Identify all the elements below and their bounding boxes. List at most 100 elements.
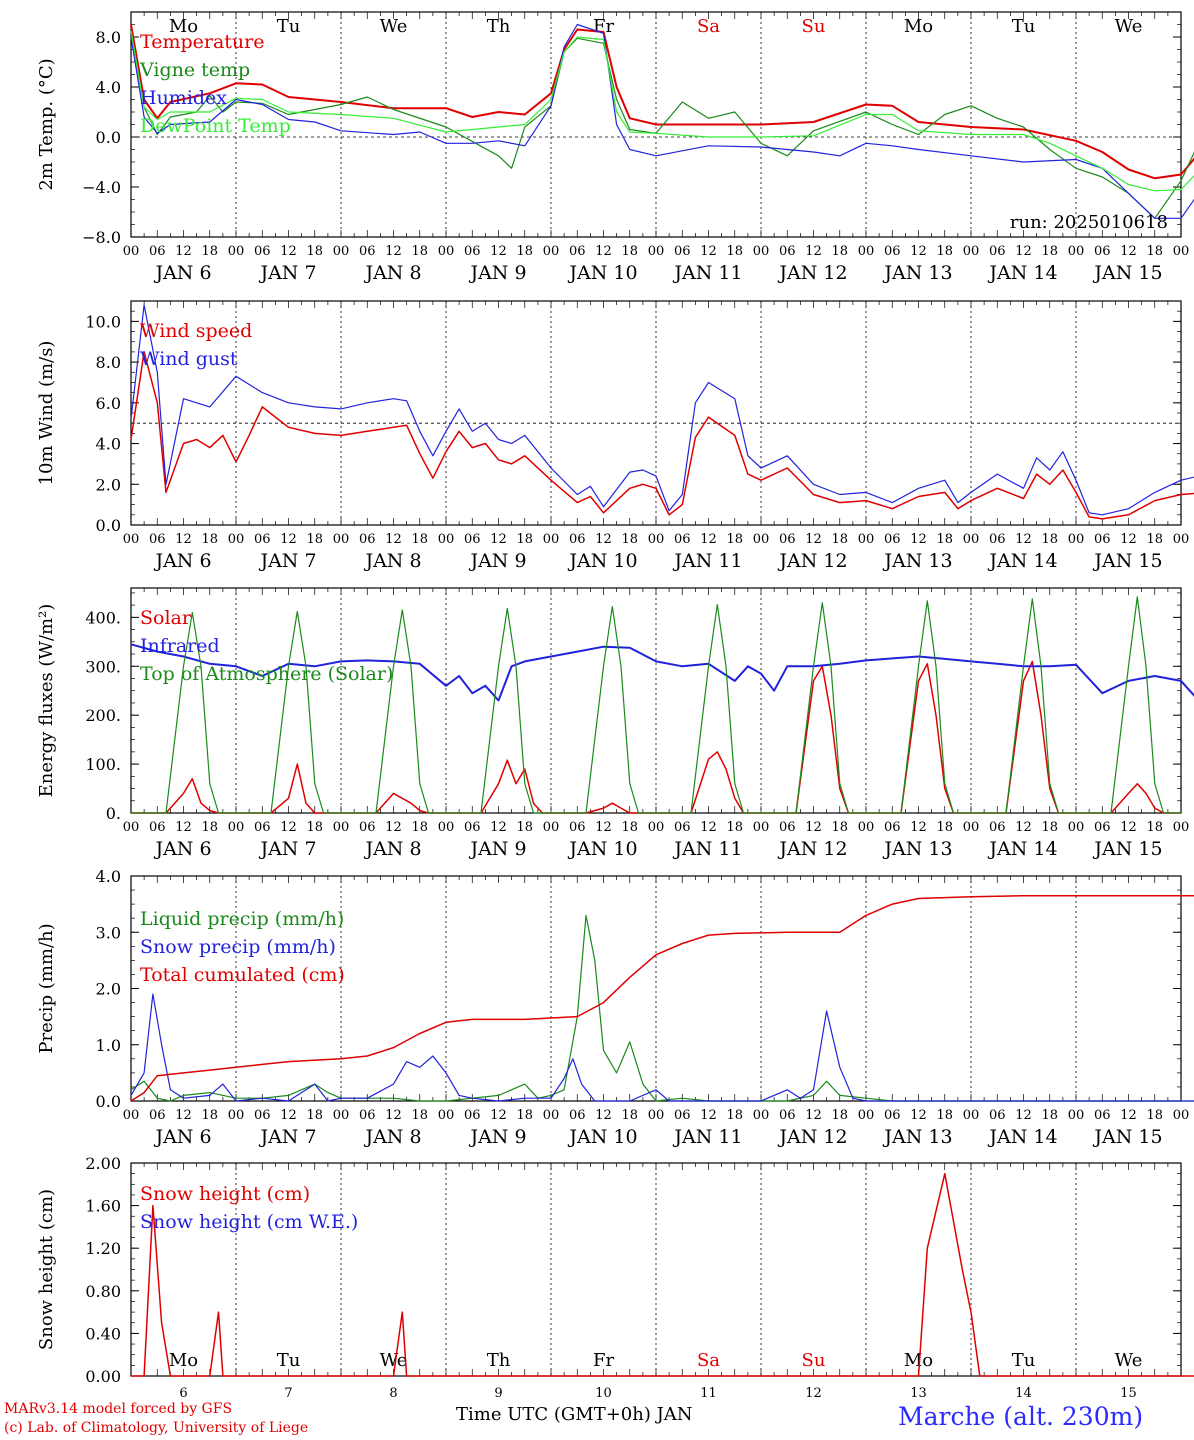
x-hour-label: 18	[1041, 532, 1058, 547]
x-hour-label: 00	[228, 532, 245, 547]
y-tick-label: 2.0	[96, 475, 121, 494]
x-hour-label: 06	[674, 532, 691, 547]
x-hour-label: 12	[385, 1108, 402, 1123]
x-hour-label: 18	[306, 244, 323, 259]
y-axis-label: 10m Wind (m/s)	[36, 341, 57, 486]
x-date-label: JAN 14	[987, 550, 1057, 572]
x-date-label: JAN 13	[882, 838, 952, 860]
series-line	[130, 914, 1194, 1102]
y-axis-label: Energy fluxes (W/m²)	[36, 604, 57, 798]
x-hour-label: 06	[1094, 532, 1111, 547]
x-hour-label: 00	[963, 1108, 980, 1123]
x-hour-label: 12	[1120, 532, 1137, 547]
x-hour-label: 12	[595, 532, 612, 547]
x-date-label: JAN 8	[363, 1126, 421, 1148]
x-hour-label: 18	[936, 1108, 953, 1123]
x-hour-label: 12	[385, 820, 402, 835]
weekday-label: Sa	[697, 16, 720, 37]
weekday-label: Th	[487, 16, 511, 37]
x-hour-label: 18	[1146, 244, 1163, 259]
y-axis-label: Snow height (cm)	[36, 1189, 57, 1350]
x-hour-label: 06	[464, 532, 481, 547]
x-hour-label: 00	[228, 1108, 245, 1123]
x-hour-label: 12	[175, 1108, 192, 1123]
legend-entry: Wind speed	[140, 320, 252, 342]
y-tick-label: 4.0	[96, 435, 121, 454]
x-date-label: JAN 13	[882, 262, 952, 284]
x-hour-label: 12	[805, 532, 822, 547]
x-hour-label: 12	[385, 244, 402, 259]
x-date-label: JAN 7	[258, 838, 316, 860]
x-hour-label: 06	[359, 244, 376, 259]
x-date-label: JAN 12	[777, 262, 847, 284]
x-date-label: JAN 8	[363, 838, 421, 860]
x-date-label: JAN 7	[258, 1126, 316, 1148]
x-hour-label: 12	[490, 1108, 507, 1123]
x-date-label: JAN 14	[987, 838, 1057, 860]
x-hour-label: 06	[674, 244, 691, 259]
x-day-label: 8	[389, 1386, 397, 1401]
time-axis-label: Time UTC (GMT+0h) JAN	[456, 1404, 693, 1425]
x-hour-label: 00	[543, 244, 560, 259]
x-date-label: JAN 9	[468, 1126, 526, 1148]
weekday-label: Su	[802, 16, 826, 37]
series-line	[130, 993, 1194, 1102]
run-label: run: 2025010618	[1010, 212, 1168, 233]
x-day-label: 11	[700, 1386, 717, 1401]
x-hour-label: 12	[1120, 244, 1137, 259]
legend-entry: Infrared	[140, 635, 220, 657]
x-hour-label: 18	[621, 532, 638, 547]
x-date-label: JAN 6	[153, 838, 211, 860]
x-hour-label: 00	[1068, 1108, 1085, 1123]
x-hour-label: 06	[884, 820, 901, 835]
y-tick-label: 6.0	[96, 394, 121, 413]
x-hour-label: 00	[648, 532, 665, 547]
x-hour-label: 12	[805, 820, 822, 835]
x-hour-label: 06	[254, 1108, 271, 1123]
x-hour-label: 18	[726, 820, 743, 835]
y-tick-label: −8.0	[82, 228, 121, 247]
x-hour-label: 00	[333, 244, 350, 259]
x-hour-label: 06	[149, 532, 166, 547]
y-tick-label: 0.0	[96, 1092, 121, 1111]
x-hour-label: 00	[438, 244, 455, 259]
x-hour-label: 12	[910, 244, 927, 259]
x-hour-label: 18	[621, 820, 638, 835]
weekday-label: We	[1115, 16, 1143, 37]
x-hour-label: 12	[910, 820, 927, 835]
x-hour-label: 00	[963, 820, 980, 835]
x-hour-label: 00	[123, 244, 140, 259]
x-hour-label: 06	[1094, 820, 1111, 835]
x-hour-label: 00	[333, 1108, 350, 1123]
x-hour-label: 12	[280, 532, 297, 547]
y-tick-label: 8.0	[96, 28, 121, 47]
x-date-label: JAN 7	[258, 262, 316, 284]
series-line	[130, 24, 1194, 180]
y-tick-label: 400.	[85, 608, 121, 627]
y-tick-label: 0.0	[96, 516, 121, 535]
x-hour-label: 00	[1173, 820, 1190, 835]
model-credit: MARv3.14 model forced by GFS	[4, 1401, 233, 1417]
legend-entry: Top of Atmosphere (Solar)	[140, 663, 393, 685]
weekday-label: Tu	[1012, 1350, 1036, 1371]
x-hour-label: 12	[175, 244, 192, 259]
x-day-label: 7	[284, 1386, 292, 1401]
x-day-label: 13	[910, 1386, 927, 1401]
weekday-label: Th	[487, 1350, 511, 1371]
x-hour-label: 00	[1173, 244, 1190, 259]
x-hour-label: 18	[201, 820, 218, 835]
y-tick-label: 1.20	[85, 1239, 121, 1258]
y-tick-label: 2.00	[85, 1154, 121, 1173]
x-hour-label: 06	[779, 820, 796, 835]
x-hour-label: 06	[989, 244, 1006, 259]
legend-entry: Wind gust	[140, 348, 238, 370]
x-date-label: JAN 6	[153, 1126, 211, 1148]
x-hour-label: 18	[411, 244, 428, 259]
x-hour-label: 18	[516, 244, 533, 259]
y-tick-label: 8.0	[96, 353, 121, 372]
x-date-label: JAN 14	[987, 262, 1057, 284]
legend-entry: Total cumulated (cm)	[140, 964, 345, 986]
x-hour-label: 12	[1120, 1108, 1137, 1123]
weekday-label: We	[380, 1350, 408, 1371]
y-tick-label: 3.0	[96, 923, 121, 942]
